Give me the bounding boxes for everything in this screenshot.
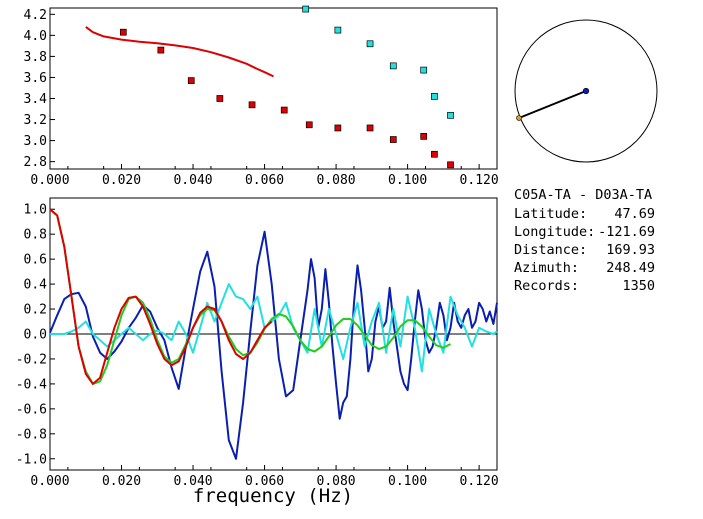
info-value: 248.49 bbox=[606, 260, 655, 276]
y-tick-label: -0.2 bbox=[16, 352, 47, 367]
bottom-series bbox=[49, 208, 498, 460]
red-data-point bbox=[447, 161, 454, 169]
info-value: 1350 bbox=[622, 278, 655, 294]
dispersion-plot: 2.8 3.0 3.2 3.4 3.6 3.8 4.0 4.2 0.000 0.020 0.040… bbox=[24, 5, 499, 188]
info-label: Distance: bbox=[514, 242, 587, 258]
y-tick-label: -0.4 bbox=[16, 377, 47, 392]
y-tick-label: 3.2 bbox=[24, 113, 47, 128]
x-tick-label: 0.020 bbox=[102, 173, 141, 188]
red-data-point bbox=[248, 101, 256, 109]
cyan-data-point bbox=[389, 62, 397, 70]
red-data-point bbox=[431, 150, 438, 158]
x-tick-label: 0.080 bbox=[317, 474, 356, 489]
red-data-point bbox=[305, 121, 313, 129]
y-tick-label: 0.8 bbox=[24, 228, 47, 243]
info-rows: Latitude: 47.69 Longitude: -121.69 Distance:… bbox=[514, 206, 655, 294]
y-tick-label: 3.6 bbox=[24, 71, 47, 86]
top-plot-frame bbox=[49, 7, 498, 170]
x-tick-label: 0.000 bbox=[30, 474, 69, 489]
cyan-data-point bbox=[302, 5, 310, 13]
cyan-data-point bbox=[447, 111, 454, 119]
y-tick-label: 3.8 bbox=[24, 50, 47, 65]
top-series bbox=[85, 5, 454, 169]
x-tick-label: 0.080 bbox=[317, 173, 356, 188]
cyan-data-point bbox=[420, 66, 428, 74]
red-data-point bbox=[334, 124, 342, 132]
y-tick-label: -0.8 bbox=[16, 427, 47, 442]
station-end-marker bbox=[582, 87, 590, 95]
station-map bbox=[514, 19, 658, 163]
red-series-line bbox=[85, 26, 274, 78]
y-tick-label: 4.2 bbox=[24, 8, 47, 23]
x-tick-label: 0.120 bbox=[460, 474, 499, 489]
bottom-y-ticks: 1.0 0.8 0.6 0.4 0.2 0.0 -0.2 -0.4 -0.6 -0.8 -1.0 bbox=[16, 203, 55, 467]
red-data-point bbox=[389, 136, 397, 143]
cyan-series-line bbox=[50, 283, 498, 373]
y-tick-label: -1.0 bbox=[16, 452, 47, 467]
station-path-line bbox=[518, 90, 587, 119]
red-data-point bbox=[280, 106, 288, 114]
cyan-data-point bbox=[334, 26, 342, 34]
x-tick-label: 0.060 bbox=[245, 173, 284, 188]
x-tick-label: 0.100 bbox=[388, 173, 427, 188]
info-value: 169.93 bbox=[606, 242, 655, 258]
info-label: Azimuth: bbox=[514, 260, 579, 276]
red-data-point bbox=[119, 28, 127, 36]
info-value: 47.69 bbox=[614, 206, 655, 222]
info-value: -121.69 bbox=[598, 224, 655, 240]
blue-series-line bbox=[49, 230, 498, 460]
x-axis-title: frequency (Hz) bbox=[193, 485, 353, 507]
red-data-point bbox=[157, 46, 165, 54]
y-tick-label: 3.4 bbox=[24, 92, 48, 107]
red-series-line bbox=[49, 208, 273, 385]
red-data-point bbox=[420, 133, 428, 140]
station-pair-label: C05A-TA - D03A-TA bbox=[514, 187, 652, 203]
x-tick-label: 0.040 bbox=[173, 474, 212, 489]
red-data-point bbox=[187, 77, 195, 84]
y-tick-label: 4.0 bbox=[24, 29, 47, 44]
x-tick-label: 0.000 bbox=[30, 173, 69, 188]
top-y-ticks: 2.8 3.0 3.2 3.4 3.6 3.8 4.0 4.2 bbox=[24, 8, 55, 170]
y-tick-label: 0.0 bbox=[24, 328, 47, 343]
y-tick-label: 0.6 bbox=[24, 253, 47, 268]
top-x-ticks: 0.000 0.020 0.040 0.060 0.080 0.100 0.120 bbox=[30, 164, 499, 188]
bottom-x-ticks: 0.000 0.020 0.040 0.060 0.080 0.100 0.120 bbox=[30, 465, 499, 489]
y-tick-label: -0.6 bbox=[16, 402, 47, 417]
y-tick-label: 0.2 bbox=[24, 303, 47, 318]
y-tick-label: 3.0 bbox=[24, 134, 47, 149]
red-data-point bbox=[216, 95, 224, 102]
x-tick-label: 0.120 bbox=[460, 173, 499, 188]
info-label: Latitude: bbox=[514, 206, 587, 222]
info-label: Records: bbox=[514, 278, 579, 294]
y-tick-label: 0.4 bbox=[24, 278, 48, 293]
x-tick-label: 0.060 bbox=[245, 474, 284, 489]
cyan-data-point bbox=[366, 40, 374, 48]
correlation-plot: 1.0 0.8 0.6 0.4 0.2 0.0 -0.2 -0.4 -0.6 -0.8 -1.0 0… bbox=[16, 197, 499, 507]
x-tick-label: 0.100 bbox=[388, 474, 427, 489]
y-tick-label: 1.0 bbox=[24, 203, 47, 218]
info-label: Longitude: bbox=[514, 224, 595, 240]
cyan-data-point bbox=[431, 93, 438, 100]
station-info-panel: C05A-TA - D03A-TA Latitude: 47.69 Longitud… bbox=[514, 187, 655, 294]
station-start-marker bbox=[516, 115, 522, 121]
red-data-point bbox=[366, 124, 374, 132]
x-tick-label: 0.020 bbox=[102, 474, 141, 489]
y-tick-label: 2.8 bbox=[24, 155, 47, 170]
x-tick-label: 0.040 bbox=[173, 173, 212, 188]
